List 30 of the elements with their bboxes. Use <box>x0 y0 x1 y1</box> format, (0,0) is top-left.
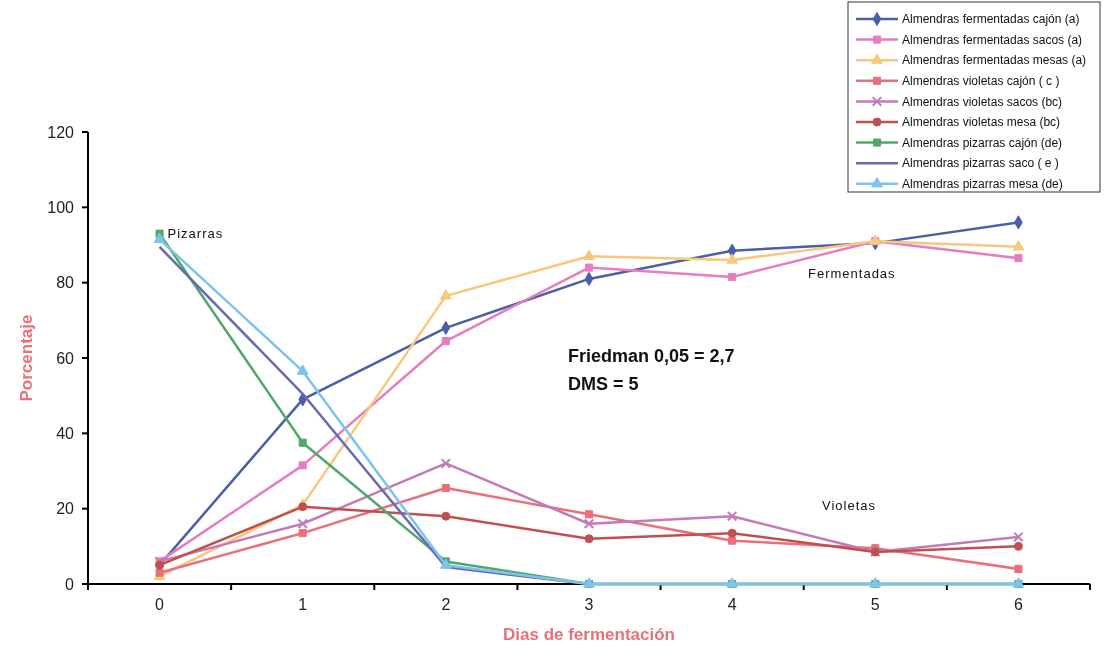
x-tick-label: 2 <box>441 596 451 613</box>
legend-label: Almendras violetas mesa (bc) <box>902 115 1061 130</box>
y-tick-label: 120 <box>47 123 75 141</box>
legend-label: Almendras pizarras saco ( e ) <box>902 156 1059 171</box>
x-tick-label: 4 <box>727 596 737 613</box>
x-tick-label: 6 <box>1013 596 1023 613</box>
legend-label: Almendras violetas cajón ( c ) <box>902 74 1060 88</box>
legend-label: Almendras fermentadas cajón (a) <box>902 12 1080 27</box>
x-tick-label: 5 <box>870 596 880 613</box>
legend-label: Almendras pizarras cajón (de) <box>902 135 1063 150</box>
y-tick-label: 100 <box>47 198 75 216</box>
x-axis-title: Dias de fermentación <box>503 625 675 644</box>
annotation: Fermentadas <box>808 266 896 281</box>
annotation: Violetas <box>822 498 877 513</box>
legend-label: Almendras fermentadas mesas (a) <box>902 53 1087 68</box>
legend-label: Almendras violetas sacos (bc) <box>902 94 1063 109</box>
annotation: Friedman 0,05 = 2,7 <box>568 346 735 366</box>
y-tick-label: 40 <box>56 424 75 442</box>
legend-label: Almendras pizarras mesa (de) <box>902 177 1063 191</box>
y-tick-label: 80 <box>56 274 75 292</box>
annotation: DMS = 5 <box>568 374 639 394</box>
x-tick-label: 1 <box>298 596 308 613</box>
y-tick-label: 20 <box>56 500 75 518</box>
y-axis-title: Porcentaje <box>17 314 36 402</box>
legend-label: Almendras fermentadas sacos (a) <box>902 32 1083 47</box>
x-tick-label: 3 <box>584 596 594 613</box>
y-tick-label: 60 <box>56 349 75 367</box>
y-tick-label: 0 <box>65 575 75 593</box>
x-tick-label: 0 <box>155 596 165 613</box>
annotation: Pizarras <box>167 226 224 242</box>
